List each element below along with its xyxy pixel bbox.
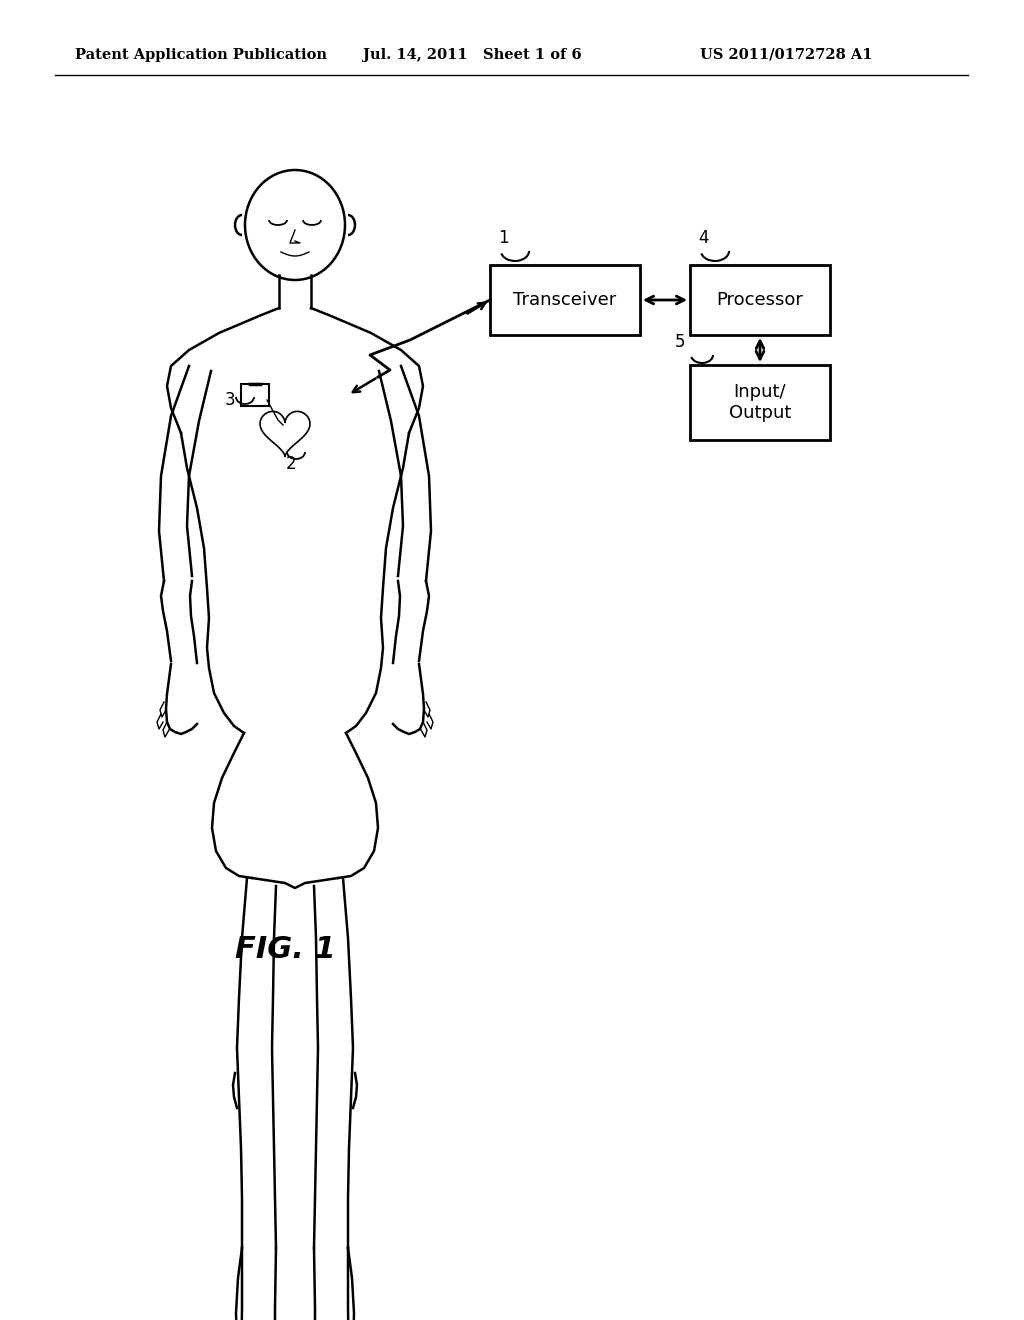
Text: 5: 5 — [675, 333, 685, 351]
Text: Processor: Processor — [717, 290, 804, 309]
Text: 3: 3 — [224, 391, 234, 409]
Bar — [690, 366, 830, 440]
Text: US 2011/0172728 A1: US 2011/0172728 A1 — [700, 48, 872, 62]
Bar — [690, 265, 830, 335]
Text: 2: 2 — [286, 455, 297, 473]
Bar — [241, 384, 269, 407]
Text: Transceiver: Transceiver — [513, 290, 616, 309]
Text: Input/
Output: Input/ Output — [729, 383, 792, 422]
Text: 1: 1 — [498, 228, 509, 247]
Text: Jul. 14, 2011   Sheet 1 of 6: Jul. 14, 2011 Sheet 1 of 6 — [362, 48, 582, 62]
Bar — [490, 265, 640, 335]
Text: FIG. 1: FIG. 1 — [234, 935, 336, 964]
Text: 4: 4 — [698, 228, 709, 247]
Text: Patent Application Publication: Patent Application Publication — [75, 48, 327, 62]
